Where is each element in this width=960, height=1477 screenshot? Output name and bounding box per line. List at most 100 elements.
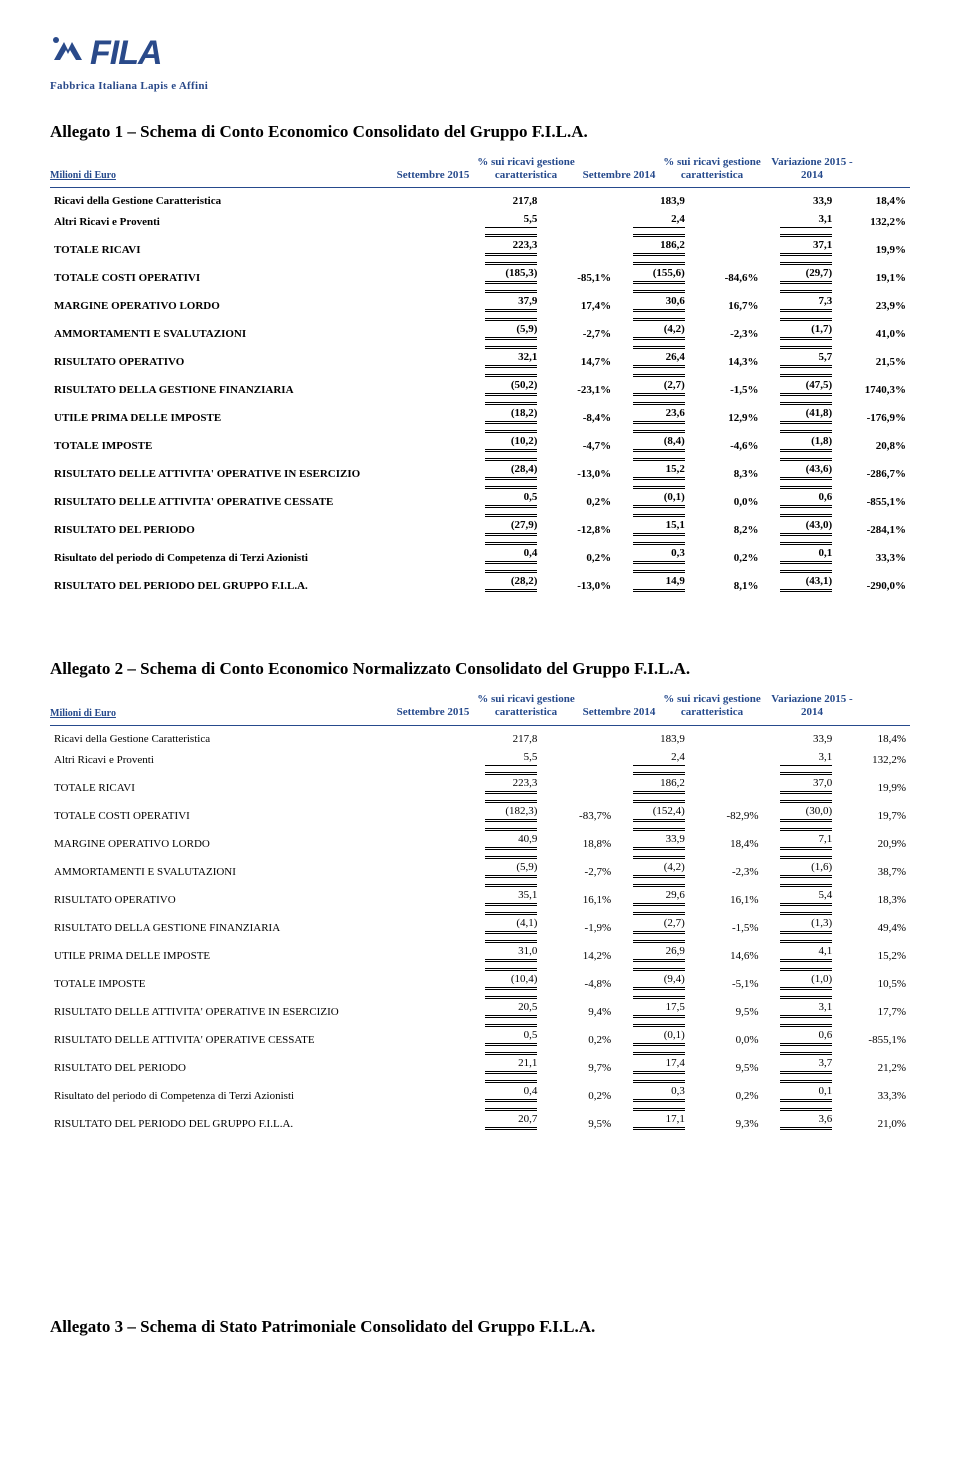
cell-pct: -284,1%: [836, 511, 910, 539]
svg-text:FILA: FILA: [90, 34, 162, 72]
table-row: TOTALE COSTI OPERATIVI(185,3)-85,1%(155,…: [50, 259, 910, 287]
cell-value: (1,6): [763, 853, 837, 881]
cell-pct: 0,2%: [541, 1021, 615, 1049]
cell-value: (5,9): [468, 853, 542, 881]
cell-pct: 9,7%: [541, 1049, 615, 1077]
cell-pct: -4,7%: [541, 427, 615, 455]
heading-allegato-3: Allegato 3 – Schema di Stato Patrimonial…: [50, 1317, 910, 1337]
cell-pct: -13,0%: [541, 567, 615, 595]
cell-pct: 132,2%: [836, 210, 910, 231]
cell-pct: -1,5%: [689, 371, 763, 399]
cell-value: (182,3): [468, 797, 542, 825]
cell-value: 0,5: [468, 1021, 542, 1049]
cell-value: 0,1: [763, 539, 837, 567]
cell-pct: 0,0%: [689, 483, 763, 511]
table-row: Ricavi della Gestione Caratteristica217,…: [50, 192, 910, 210]
cell-pct: 8,2%: [689, 511, 763, 539]
row-label: RISULTATO DELLE ATTIVITA' OPERATIVE IN E…: [50, 993, 468, 1021]
cell-value: (18,2): [468, 399, 542, 427]
cell-pct: 14,6%: [689, 937, 763, 965]
cell-pct: 0,2%: [541, 483, 615, 511]
cell-pct: [541, 769, 615, 797]
heading-allegato-2: Allegato 2 – Schema di Conto Economico N…: [50, 659, 910, 679]
cell-value: (30,0): [763, 797, 837, 825]
cell-value: (2,7): [615, 909, 689, 937]
cell-pct: 18,3%: [836, 881, 910, 909]
cell-value: 0,6: [763, 1021, 837, 1049]
table-row: MARGINE OPERATIVO LORDO40,918,8%33,918,4…: [50, 825, 910, 853]
header-meta-label: Milioni di Euro: [50, 170, 390, 181]
row-label: RISULTATO DELLA GESTIONE FINANZIARIA: [50, 371, 468, 399]
cell-value: 186,2: [615, 231, 689, 259]
cell-pct: 0,0%: [689, 1021, 763, 1049]
cell-value: 3,1: [763, 210, 837, 231]
cell-value: (29,7): [763, 259, 837, 287]
cell-pct: 38,7%: [836, 853, 910, 881]
table-row: TOTALE IMPOSTE(10,2)-4,7%(8,4)-4,6%(1,8)…: [50, 427, 910, 455]
cell-value: 7,3: [763, 287, 837, 315]
cell-pct: -12,8%: [541, 511, 615, 539]
cell-value: (28,4): [468, 455, 542, 483]
cell-pct: 0,2%: [689, 1077, 763, 1105]
header-col-3: Settembre 2014: [576, 706, 662, 719]
cell-pct: 8,1%: [689, 567, 763, 595]
cell-pct: 49,4%: [836, 909, 910, 937]
table1: Ricavi della Gestione Caratteristica217,…: [50, 192, 910, 595]
cell-pct: -286,7%: [836, 455, 910, 483]
cell-pct: 16,1%: [689, 881, 763, 909]
cell-pct: 20,9%: [836, 825, 910, 853]
row-label: TOTALE IMPOSTE: [50, 965, 468, 993]
cell-pct: -4,6%: [689, 427, 763, 455]
row-label: Ricavi della Gestione Caratteristica: [50, 192, 468, 210]
cell-value: 0,5: [468, 483, 542, 511]
cell-pct: 18,4%: [836, 730, 910, 748]
cell-value: 29,6: [615, 881, 689, 909]
cell-pct: 9,4%: [541, 993, 615, 1021]
cell-pct: 0,2%: [689, 539, 763, 567]
cell-value: (43,1): [763, 567, 837, 595]
cell-pct: -13,0%: [541, 455, 615, 483]
cell-pct: [689, 748, 763, 769]
cell-pct: -82,9%: [689, 797, 763, 825]
cell-pct: -1,5%: [689, 909, 763, 937]
row-label: AMMORTAMENTI E SVALUTAZIONI: [50, 315, 468, 343]
cell-pct: [541, 192, 615, 210]
cell-pct: 8,3%: [689, 455, 763, 483]
cell-pct: 132,2%: [836, 748, 910, 769]
cell-pct: 21,5%: [836, 343, 910, 371]
header-col-5: Variazione 2015 - 2014: [762, 156, 862, 181]
row-label: UTILE PRIMA DELLE IMPOSTE: [50, 937, 468, 965]
row-label: MARGINE OPERATIVO LORDO: [50, 825, 468, 853]
cell-pct: -85,1%: [541, 259, 615, 287]
cell-pct: [541, 231, 615, 259]
cell-pct: 19,9%: [836, 231, 910, 259]
cell-pct: -1,9%: [541, 909, 615, 937]
cell-value: 33,9: [763, 730, 837, 748]
cell-pct: 19,7%: [836, 797, 910, 825]
cell-pct: 9,5%: [689, 1049, 763, 1077]
row-label: TOTALE COSTI OPERATIVI: [50, 259, 468, 287]
cell-pct: 20,8%: [836, 427, 910, 455]
cell-pct: 10,5%: [836, 965, 910, 993]
cell-value: (9,4): [615, 965, 689, 993]
cell-value: 26,9: [615, 937, 689, 965]
header-col-1: Settembre 2015: [390, 169, 476, 182]
cell-value: 223,3: [468, 231, 542, 259]
cell-value: 23,6: [615, 399, 689, 427]
cell-pct: [541, 730, 615, 748]
cell-pct: 9,5%: [689, 993, 763, 1021]
cell-value: 186,2: [615, 769, 689, 797]
table-row: AMMORTAMENTI E SVALUTAZIONI(5,9)-2,7%(4,…: [50, 853, 910, 881]
row-label: MARGINE OPERATIVO LORDO: [50, 287, 468, 315]
cell-pct: -4,8%: [541, 965, 615, 993]
table-row: UTILE PRIMA DELLE IMPOSTE31,014,2%26,914…: [50, 937, 910, 965]
row-label: RISULTATO DEL PERIODO DEL GRUPPO F.I.L.A…: [50, 567, 468, 595]
cell-value: 0,4: [468, 1077, 542, 1105]
row-label: Risultato del periodo di Competenza di T…: [50, 1077, 468, 1105]
cell-value: 217,8: [468, 192, 542, 210]
row-label: Altri Ricavi e Proventi: [50, 210, 468, 231]
cell-value: 40,9: [468, 825, 542, 853]
cell-value: 2,4: [615, 210, 689, 231]
cell-value: 37,0: [763, 769, 837, 797]
cell-value: (27,9): [468, 511, 542, 539]
